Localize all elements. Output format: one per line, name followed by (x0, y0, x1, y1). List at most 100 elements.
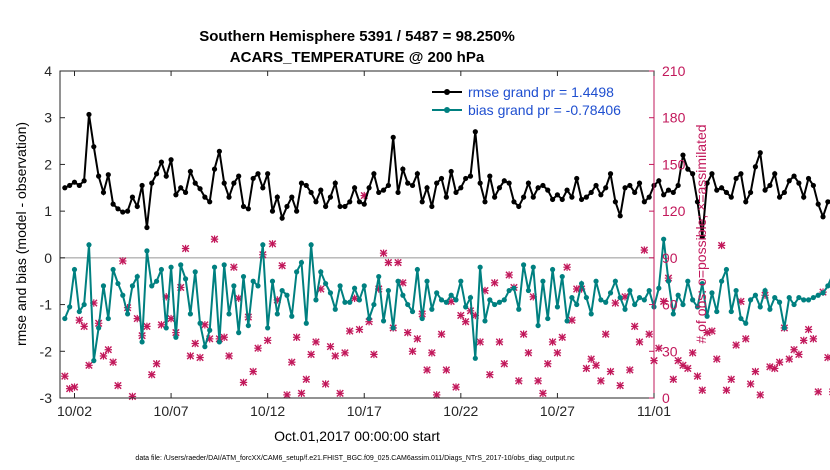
bias-series-point (743, 320, 749, 326)
bias-series-point (139, 339, 145, 345)
bias-series-point (115, 280, 121, 287)
obs-count-marker (404, 328, 412, 337)
obs-count-marker (196, 353, 204, 362)
obs-count-marker (515, 377, 523, 385)
rmse-series-point (308, 189, 314, 196)
y-axis-label: rmse and bias (model - observation) (13, 122, 29, 346)
rmse-series-point (752, 164, 759, 170)
bias-series-point (690, 297, 696, 303)
bias-series-point (105, 315, 111, 322)
rmse-series-point (260, 185, 266, 191)
bias-series-point (211, 264, 218, 270)
bias-series-point (738, 315, 744, 322)
bias-series-point (477, 264, 483, 270)
chart-title: Southern Hemisphere 5391 / 5487 = 98.250… (199, 28, 515, 45)
obs-count-marker (104, 346, 112, 354)
bias-series-point (564, 318, 570, 324)
rmse-series-point (463, 175, 469, 182)
bias-series-point (231, 283, 237, 289)
obs-count-marker (630, 322, 639, 331)
obs-count-marker (713, 355, 721, 363)
bias-series-point (607, 290, 614, 296)
rmse-series-point (467, 173, 474, 179)
bias-series-point (351, 285, 358, 291)
obs-count-marker (809, 335, 818, 343)
obs-count-marker (698, 386, 706, 394)
rmse-series-point (202, 194, 208, 200)
bias-series-point (694, 304, 701, 310)
bias-series-point (255, 283, 261, 289)
rmse-series-point (636, 180, 643, 186)
obs-count-marker (336, 389, 344, 398)
rmse-series-point (496, 185, 503, 191)
rmse-series-point (564, 187, 570, 193)
rmse-series-point (525, 180, 532, 186)
rmse-series-point (796, 180, 802, 186)
bias-series-point (825, 283, 830, 289)
obs-count-marker (75, 316, 84, 324)
rmse-series-point (501, 178, 507, 184)
rmse-series-point (506, 180, 512, 186)
obs-count-marker (751, 367, 760, 376)
obs-count-marker (230, 263, 238, 271)
rmse-series-point (211, 166, 218, 172)
obs-count-marker (582, 364, 591, 373)
bias-series-point (699, 280, 705, 287)
obs-count-marker (775, 358, 784, 366)
rmse-series-point (661, 192, 667, 198)
rmse-series-point (487, 173, 493, 179)
obs-count-marker (99, 352, 108, 360)
y2-tick-label: 0 (662, 390, 670, 406)
rmse-series-point (472, 129, 478, 135)
bias-series-point (661, 236, 667, 242)
bias-series-point (820, 290, 826, 296)
x-tick-label: 10/02 (57, 403, 92, 419)
bias-series-point (245, 322, 251, 329)
rmse-series-point (545, 187, 551, 193)
bias-series-point (327, 290, 334, 296)
rmse-series-point (400, 166, 406, 172)
obs-count-marker (268, 240, 277, 248)
rmse-series-point (554, 192, 561, 198)
obs-count-marker (746, 380, 755, 388)
bias-series-point (67, 304, 73, 310)
rmse-series-point (448, 168, 454, 175)
obs-count-marker (254, 344, 262, 352)
rmse-series-point (323, 203, 329, 210)
bias-series-point (752, 292, 759, 298)
obs-count-marker (408, 347, 417, 355)
bias-series-point (810, 294, 816, 301)
rmse-series-point (163, 173, 169, 179)
rmse-series-point (168, 157, 174, 163)
obs-count-marker (370, 350, 378, 359)
bias-series-point (149, 283, 155, 289)
rmse-series-point (646, 194, 652, 200)
bias-series-point (284, 292, 290, 298)
rmse-series-point (390, 134, 396, 140)
obs-count-marker (128, 392, 137, 401)
bias-series-line (63, 239, 830, 361)
rmse-series-point (810, 182, 816, 189)
obs-count-marker (181, 244, 190, 253)
rmse-series-point (743, 199, 749, 205)
legend-swatch-marker (444, 107, 450, 113)
obs-count-marker (616, 381, 624, 390)
rmse-series-point (81, 178, 87, 184)
rmse-series-point (714, 187, 720, 193)
rmse-series-point (231, 180, 237, 186)
data-file-footnote: data file: /Users/raeder/DAI/ATM_forcXX/… (135, 455, 575, 462)
bias-series-point (323, 280, 329, 287)
bias-series-point (665, 278, 672, 284)
rmse-series-point (380, 187, 387, 193)
rmse-series-point (776, 194, 783, 200)
bias-series-point (158, 266, 165, 273)
obs-count-marker (563, 263, 571, 271)
obs-count-marker (346, 327, 354, 335)
obs-count-marker (771, 364, 779, 373)
bias-series-point (361, 283, 367, 289)
rmse-series-line (64, 114, 830, 237)
obs-count-marker (191, 339, 199, 348)
bias-series-point (192, 269, 198, 275)
